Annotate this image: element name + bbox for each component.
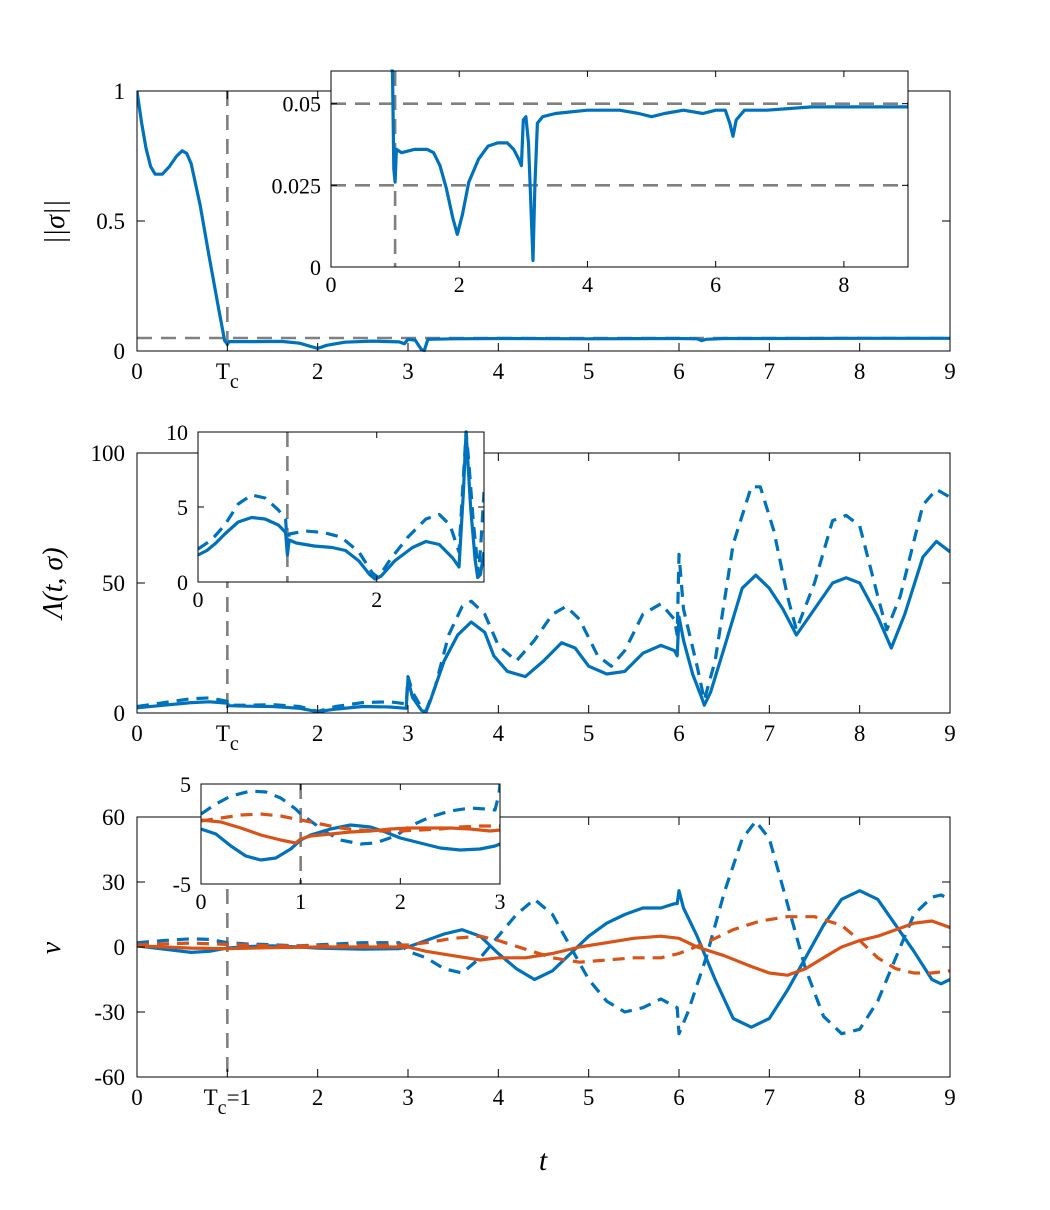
panel-sigma-norm-x-tick-label: 6 xyxy=(673,359,685,384)
panel-nu-x-tick-label: 2 xyxy=(312,1085,324,1110)
svg-text:||σ||: ||σ|| xyxy=(40,200,71,245)
panel-nu-inset-y-tick-label: -5 xyxy=(173,872,191,897)
panel-sigma-norm-y-tick-label: 1 xyxy=(114,79,126,104)
panel-nu-y-tick-label: 30 xyxy=(102,870,125,895)
panel-sigma-norm-x-tick-label: 0 xyxy=(131,359,143,384)
svg-text:Λ(t, σ): Λ(t, σ) xyxy=(38,547,69,621)
panel-sigma-norm-x-tick-label: 5 xyxy=(583,359,595,384)
panel-sigma-norm-inset: 0 2 4 6 8 0 0.025 0.05 xyxy=(272,69,909,297)
panel-sigma-norm-x-tick-label: 7 xyxy=(764,359,776,384)
panel-nu-x-tick-label: 6 xyxy=(673,1085,685,1110)
panel-nu-x-tick-label: 0 xyxy=(131,1085,143,1110)
panel-nu-inset-series-4-orange-dashed xyxy=(201,812,500,833)
panel-sigma-norm-inset-x-tick-label: 4 xyxy=(582,272,593,297)
panel-nu-x-tick-label: 5 xyxy=(583,1085,595,1110)
panel-lambda-inset: 0 2 0 5 10 xyxy=(166,420,485,612)
panel-sigma-norm-x-tick-label: 8 xyxy=(854,359,866,384)
panel-nu-y-tick-label: 0 xyxy=(114,935,126,960)
panel-lambda-x-tick-label: 5 xyxy=(583,721,595,746)
panel-sigma-norm-x-tick-label: 2 xyxy=(312,359,324,384)
panel-sigma-norm-y-tick-label: 0.5 xyxy=(96,209,125,234)
panel-lambda-y-tick-label: 50 xyxy=(102,571,125,596)
panel-lambda-x-tick-subscript: c xyxy=(230,733,239,755)
panel-lambda-inset-background xyxy=(198,432,484,582)
panel-lambda-x-tick-label: 0 xyxy=(131,721,143,746)
panel-nu-inset-frame xyxy=(200,783,501,885)
panel-lambda-series-1-blue-solid xyxy=(137,539,950,714)
panel-sigma-norm-y-tick-label: 0 xyxy=(114,339,126,364)
panel-nu-y-tick-label: -60 xyxy=(94,1065,125,1090)
panel-nu-inset-plot-area xyxy=(201,783,500,884)
panel-lambda-x-tick-label: 4 xyxy=(493,721,505,746)
panel-nu-inset-x-tick-label: 3 xyxy=(495,889,506,914)
panel-lambda-plot-area xyxy=(137,453,950,714)
panel-lambda-y-tick-label: 100 xyxy=(91,441,126,466)
panel-sigma-norm-inset-plot-area xyxy=(331,69,908,267)
panel-nu-inset-y-tick-label: 5 xyxy=(180,772,191,797)
panel-nu-inset-x-tick-label: 1 xyxy=(295,889,306,914)
panel-lambda-x-tick-label: Tc xyxy=(216,721,239,755)
panel-lambda-series-2-blue-dashed xyxy=(137,485,950,713)
ylabel-nu: ν xyxy=(36,941,67,954)
panel-nu-x-tick-suffix: =1 xyxy=(227,1085,251,1110)
panel-nu-x-tick-subscript: c xyxy=(218,1097,227,1119)
panel-nu-inset-series-2-blue-dashed xyxy=(201,783,500,846)
ylabel-lambda: Λ(t, σ) xyxy=(38,547,69,621)
panel-lambda-inset-x-tick-label: 0 xyxy=(193,587,204,612)
panel-nu-series-3-orange-solid xyxy=(137,919,950,977)
panel-lambda-inset-y-tick-label: 0 xyxy=(177,570,188,595)
panel-sigma-norm-inset-frame xyxy=(330,70,909,268)
panel-lambda-x-tick-label: 7 xyxy=(764,721,776,746)
panel-nu-x-tick-label: 7 xyxy=(764,1085,776,1110)
panel-lambda-x-tick-label: 6 xyxy=(673,721,685,746)
panel-nu-inset: 0 1 2 3 -5 5 xyxy=(173,772,506,914)
panel-lambda-x-tick-label: 8 xyxy=(854,721,866,746)
panel-sigma-norm-x-tick-label: 3 xyxy=(402,359,414,384)
panel-nu-x-tick-label: 8 xyxy=(854,1085,866,1110)
panel-nu-inset-x-tick-label: 2 xyxy=(395,889,406,914)
panel-sigma-norm-x-tick-label: Tc xyxy=(216,359,239,393)
panel-sigma-norm-inset-x-tick-label: 6 xyxy=(710,272,721,297)
panel-lambda-inset-y-tick-label: 10 xyxy=(166,420,188,445)
x-axis-label: t xyxy=(539,1144,548,1177)
panel-sigma-norm-x-tick-subscript: c xyxy=(230,371,239,393)
panel-lambda-x-tick-label: 9 xyxy=(944,721,956,746)
panel-nu-y-tick-label: 60 xyxy=(102,805,125,830)
panel-sigma-norm-x-tick-label: 4 xyxy=(493,359,505,384)
panel-nu-x-tick-label: 3 xyxy=(402,1085,414,1110)
panel-nu-x-tick-label: Tc=1 xyxy=(204,1085,251,1119)
panel-nu-series-4-orange-dashed xyxy=(137,915,950,975)
panel-nu-y-tick-label: -30 xyxy=(94,1000,125,1025)
panel-nu-inset-background xyxy=(201,784,500,884)
panel-sigma-norm-inset-y-tick-label: 0.05 xyxy=(283,92,322,117)
panel-lambda-y-tick-label: 0 xyxy=(114,701,126,726)
panel-nu-x-tick-label: 9 xyxy=(944,1085,956,1110)
panel-lambda-inset-x-tick-label: 2 xyxy=(371,587,382,612)
panel-lambda-x-tick-label: 3 xyxy=(402,721,414,746)
ylabel-sigma: ||σ|| xyxy=(40,200,71,245)
panel-lambda-inset-y-tick-label: 5 xyxy=(177,495,188,520)
panel-sigma-norm-inset-series-1-blue-solid xyxy=(390,69,908,263)
panel-lambda-inset-series-2-blue-dashed xyxy=(198,430,484,580)
panel-sigma-norm-inset-x-tick-label: 0 xyxy=(326,272,337,297)
svg-text:ν: ν xyxy=(36,941,67,954)
panel-lambda-inset-series-1-blue-solid xyxy=(198,430,484,581)
panel-nu-inset-series-3-orange-solid xyxy=(201,818,500,845)
panel-sigma-norm-inset-x-tick-label: 8 xyxy=(838,272,849,297)
panel-sigma-norm-inset-background xyxy=(331,71,908,267)
panel-sigma-norm-inset-y-tick-label: 0.025 xyxy=(272,173,322,198)
panel-sigma-norm-inset-y-tick-label: 0 xyxy=(310,255,321,280)
panel-nu-plot-area xyxy=(137,817,950,1077)
panel-lambda-inset-plot-area xyxy=(198,430,484,582)
panel-nu-x-tick-label: 4 xyxy=(493,1085,505,1110)
panel-nu-inset-x-tick-label: 0 xyxy=(196,889,207,914)
panel-sigma-norm-x-tick-label: 9 xyxy=(944,359,956,384)
panel-lambda-x-tick-label: 2 xyxy=(312,721,324,746)
panel-sigma-norm-inset-x-tick-label: 2 xyxy=(454,272,465,297)
